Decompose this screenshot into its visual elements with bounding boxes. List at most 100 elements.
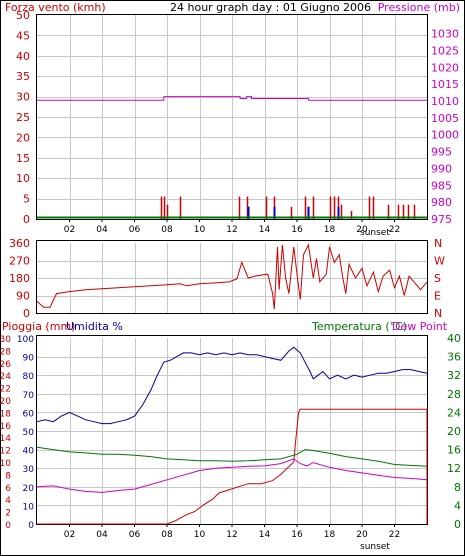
x-tick-label: 20 [356,530,368,540]
dewpoint-axis-label: Dew Point [392,320,448,333]
temperature-tick-label: 36 [447,351,461,364]
x-tick-label: 04 [96,530,108,540]
x-tick-label: 06 [129,225,141,235]
temperature-tick-label: 32 [447,369,461,382]
compass-tick-label: N [434,307,442,320]
rain-tick-label: 16 [0,422,11,432]
pressure-tick-label: 1010 [431,95,459,108]
wind-tick-label: 5 [23,193,30,206]
rain-tick-label: 30 [0,335,11,345]
x-tick-label: 08 [161,530,173,540]
compass-tick-label: W [434,255,445,268]
rain-tick-label: 22 [0,385,11,395]
humidity-tick-label: 80 [23,372,35,382]
rain-tick-label: 8 [5,471,11,481]
temperature-tick-label: 0 [454,518,461,531]
direction-tick-label: 270 [9,255,30,268]
x-tick-label: 10 [194,530,206,540]
panel1-x-ticks: 02 04 06 08 10 12 14 16 18 20 22 [64,219,400,235]
humidity-tick-label: 50 [23,428,35,438]
humidity-tick-label: 40 [23,447,35,457]
rain-axis-label: Pioggia (mm) [2,320,75,333]
humidity-tick-label: 100 [17,335,34,345]
temperature-tick-label: 20 [447,425,461,438]
rain-tick-label: 14 [0,434,11,444]
compass-tick-label: S [434,272,441,285]
pressure-tick-label: 990 [431,162,452,175]
x-tick-label: 02 [64,530,75,540]
pressure-tick-label: 980 [431,196,452,209]
wind-tick-label: 50 [16,9,30,22]
rain-tick-label: 6 [5,484,11,494]
x-tick-label: 14 [259,225,271,235]
temperature-tick-label: 24 [447,406,461,419]
pressure-tick-label: 1020 [431,61,459,74]
wind-tick-label: 20 [16,131,30,144]
humidity-axis-label: Umidita % [66,320,123,333]
chart-title: 24 hour graph day : 01 Giugno 2006 [170,1,371,14]
panel3-grid [37,338,427,524]
rain-tick-label: 2 [5,509,11,519]
x-tick-label: 10 [194,225,206,235]
x-tick-label: 16 [291,225,303,235]
rain-tick-label: 18 [0,409,11,419]
humidity-tick-label: 90 [23,354,35,364]
dewpoint-line [36,458,428,493]
x-tick-label: 18 [324,530,336,540]
wind-tick-label: 35 [16,70,30,83]
direction-tick-label: 180 [9,272,30,285]
temperature-tick-label: 4 [454,499,461,512]
direction-tick-label: 0 [23,307,30,320]
humidity-tick-label: 0 [28,521,34,531]
x-tick-label: 12 [226,530,237,540]
rain-tick-label: 10 [0,459,11,469]
x-tick-label: 08 [161,225,173,235]
x-tick-label: 12 [226,225,237,235]
panel2-grid [37,243,427,313]
x-tick-label: 06 [129,530,141,540]
rain-tick-label: 4 [5,496,11,506]
x-tick-label: 22 [389,225,400,235]
pressure-ticks: 975 980 985 990 995 1000 1005 1010 1015 1020 1025 1… [431,28,459,226]
pressure-tick-label: 975 [431,213,452,226]
wind-direction-line [36,243,428,310]
temperature-tick-label: 12 [447,462,461,475]
pressure-tick-label: 1000 [431,129,459,142]
humidity-tick-label: 30 [23,465,35,475]
pressure-line [37,96,427,101]
humidity-ticks: 0 10 20 30 40 50 60 70 80 90 100 [17,335,34,531]
temperature-line [36,446,428,467]
humidity-line [36,346,428,425]
temperature-tick-label: 16 [447,444,461,457]
rain-tick-label: 20 [0,397,11,407]
pressure-tick-label: 1025 [431,44,459,57]
pressure-axis-label: Pressione (mb) [378,1,460,14]
pressure-tick-label: 1005 [431,112,459,125]
wind-tick-label: 10 [16,172,30,185]
panel1-grid [37,15,427,219]
pressure-tick-label: 995 [431,146,452,159]
panel2-frame [36,240,428,314]
wind-tick-label: 40 [16,50,30,63]
rain-line [37,408,428,525]
x-tick-label: 04 [96,225,108,235]
x-tick-label: 14 [259,530,271,540]
x-tick-label: 18 [324,225,336,235]
humidity-tick-label: 70 [23,391,35,401]
humidity-tick-label: 20 [23,484,35,494]
direction-tick-label: 90 [16,290,30,303]
pressure-tick-label: 1030 [431,28,459,41]
rain-tick-label: 24 [0,372,11,382]
humidity-tick-label: 60 [23,409,35,419]
temperature-tick-label: 28 [447,388,461,401]
x-tick-label: 02 [64,225,75,235]
wind-tick-label: 25 [16,111,30,124]
panel3-x-ticks: 02 04 06 08 10 12 14 16 18 20 22 [64,524,400,540]
wind-tick-label: 30 [16,91,30,104]
pressure-tick-label: 1015 [431,78,459,91]
